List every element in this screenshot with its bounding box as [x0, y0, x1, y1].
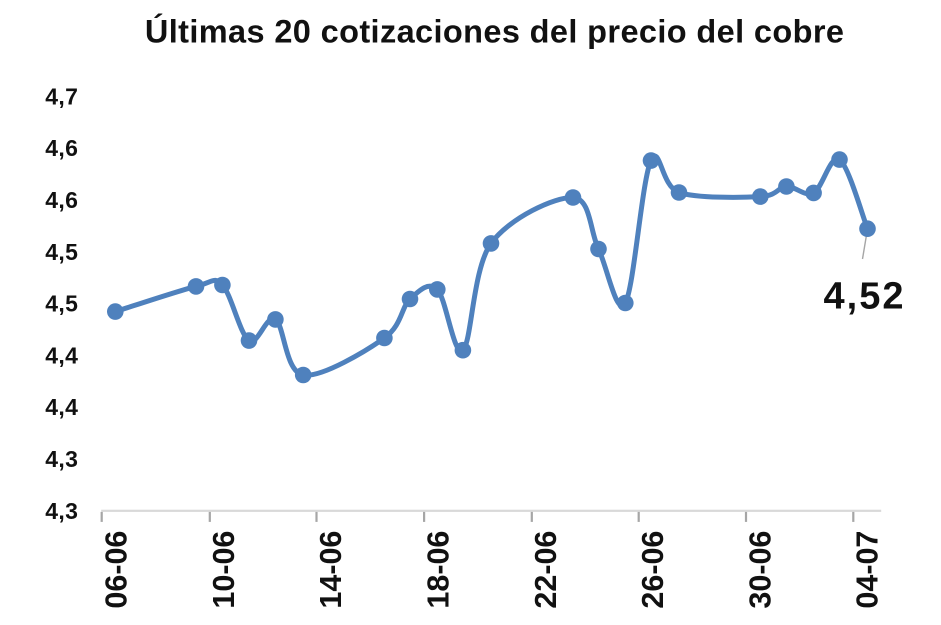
svg-text:06-06: 06-06 [100, 531, 134, 609]
svg-text:22-06: 22-06 [529, 531, 563, 609]
svg-text:4,5: 4,5 [45, 239, 78, 265]
svg-text:4,4: 4,4 [45, 342, 78, 368]
svg-text:4,6: 4,6 [45, 187, 78, 213]
svg-text:4,5: 4,5 [45, 291, 78, 317]
svg-text:4,52: 4,52 [824, 276, 906, 318]
svg-text:04-07: 04-07 [851, 531, 885, 609]
svg-text:4,3: 4,3 [45, 446, 78, 472]
svg-text:14-06: 14-06 [314, 531, 348, 609]
svg-text:26-06: 26-06 [636, 531, 670, 609]
svg-text:4,3: 4,3 [45, 498, 78, 524]
svg-text:30-06: 30-06 [743, 531, 777, 609]
svg-text:18-06: 18-06 [421, 531, 455, 609]
svg-text:10-06: 10-06 [207, 531, 241, 609]
svg-text:4,6: 4,6 [45, 135, 78, 161]
svg-text:4,4: 4,4 [45, 394, 78, 420]
svg-text:4,7: 4,7 [45, 83, 78, 109]
svg-text:Últimas 20 cotizaciones del pr: Últimas 20 cotizaciones del precio del c… [145, 12, 844, 49]
